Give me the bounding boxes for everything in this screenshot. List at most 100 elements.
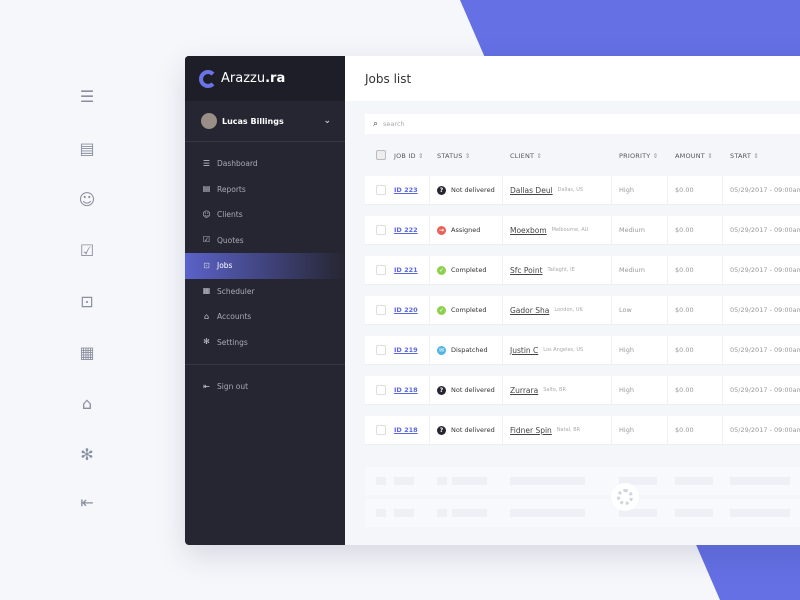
logo-icon xyxy=(199,69,217,88)
select-all-checkbox[interactable] xyxy=(376,150,386,160)
avatar xyxy=(201,113,217,129)
table-row[interactable]: ID 222 → Assigned Moexbom Melbourne, AU Me… xyxy=(365,216,800,244)
sort-icon[interactable]: ⇕ xyxy=(464,152,471,160)
status-completed-icon: ✓ xyxy=(437,265,446,275)
quote-icon: ☑ xyxy=(202,235,211,245)
clipboard-icon: ▤ xyxy=(202,184,211,194)
sort-icon[interactable]: ⇕ xyxy=(652,152,659,160)
list-icon: ☰ xyxy=(202,158,211,168)
column-header[interactable]: AMOUNT ⇕ xyxy=(675,152,713,160)
sidebar-item-sign-out[interactable]: ⇤ Sign out xyxy=(185,374,345,400)
table-row[interactable]: ID 220 ✓ Completed Gador Sha London, UK Lo… xyxy=(365,296,800,324)
job-id-link[interactable]: ID 223 xyxy=(394,186,418,194)
client-link[interactable]: Moexbom xyxy=(510,225,547,235)
client-link[interactable]: Sfc Point xyxy=(510,265,543,275)
row-checkbox[interactable] xyxy=(376,305,386,315)
sidebar-item-quotes[interactable]: ☑ Quotes xyxy=(185,228,345,254)
column-header[interactable]: START ⇕ xyxy=(730,152,759,160)
app-window: Arazzu .ra Lucas Billings ⌄ ☰ Dashboard ▤ Re… xyxy=(185,56,800,545)
row-checkbox[interactable] xyxy=(376,345,386,355)
status-label: Not delivered xyxy=(451,186,495,194)
amount: $0.00 xyxy=(675,266,694,274)
loading-spinner xyxy=(611,483,639,511)
start-date: 05/29/2017 - 09:00am xyxy=(730,186,800,194)
chevron-down-icon[interactable]: ⌄ xyxy=(323,116,331,126)
priority: High xyxy=(619,426,634,434)
sidebar-item-label: Reports xyxy=(217,184,246,194)
start-date: 05/29/2017 - 09:00am xyxy=(730,346,800,354)
client-location: Natal, BR xyxy=(556,427,581,433)
row-checkbox[interactable] xyxy=(376,185,386,195)
row-checkbox[interactable] xyxy=(376,385,386,395)
sidebar-item-settings[interactable]: ✻ Settings xyxy=(185,330,345,356)
sidebar-item-reports[interactable]: ▤ Reports xyxy=(185,177,345,203)
table-row[interactable]: ID 218 ? Not delivered Zurrara Salto, BR H… xyxy=(365,376,800,404)
column-label: PRIORITY xyxy=(619,152,651,160)
settings-icon: ✻ xyxy=(80,445,94,464)
start-date: 05/29/2017 - 09:00am xyxy=(730,266,800,274)
column-label: AMOUNT xyxy=(675,152,705,160)
priority: Medium xyxy=(619,226,645,234)
user-menu[interactable]: Lucas Billings ⌄ xyxy=(185,101,345,142)
sort-icon[interactable]: ⇕ xyxy=(417,152,424,160)
scheduler-icon: ▦ xyxy=(79,343,95,362)
amount: $0.00 xyxy=(675,226,694,234)
job-id-link[interactable]: ID 222 xyxy=(394,226,418,234)
search-placeholder: search xyxy=(383,120,405,128)
priority: High xyxy=(619,346,634,354)
accounts-icon: ⌂ xyxy=(81,394,93,413)
row-checkbox[interactable] xyxy=(376,265,386,275)
signout-icon: ⇤ xyxy=(80,493,94,512)
column-header[interactable]: STATUS ⇕ xyxy=(437,152,471,160)
status-not-delivered-icon: ? xyxy=(437,425,446,435)
job-id-link[interactable]: ID 219 xyxy=(394,346,418,354)
client-link[interactable]: Gador Sha xyxy=(510,305,550,315)
sidebar-item-dashboard[interactable]: ☰ Dashboard xyxy=(185,151,345,177)
row-checkbox[interactable] xyxy=(376,425,386,435)
jobs-icon: ⊡ xyxy=(80,292,94,311)
quote-icon: ☑ xyxy=(79,241,95,260)
sort-icon[interactable]: ⇕ xyxy=(753,152,759,160)
priority: Low xyxy=(619,306,632,314)
sort-icon[interactable]: ⇕ xyxy=(707,152,713,160)
column-header[interactable]: PRIORITY ⇕ xyxy=(619,152,658,160)
sort-icon[interactable]: ⇕ xyxy=(536,152,543,160)
amount: $0.00 xyxy=(675,386,694,394)
column-label: STATUS xyxy=(437,152,463,160)
status-label: Completed xyxy=(451,266,487,274)
client-link[interactable]: Zurrara xyxy=(510,385,539,395)
job-id-link[interactable]: ID 218 xyxy=(394,426,418,434)
sidebar-item-clients[interactable]: ☺ Clients xyxy=(185,202,345,228)
client-link[interactable]: Justin C xyxy=(510,345,539,355)
start-date: 05/29/2017 - 09:00am xyxy=(730,226,800,234)
row-checkbox[interactable] xyxy=(376,225,386,235)
client-link[interactable]: Dallas Deul xyxy=(510,185,553,195)
column-header[interactable]: CLIENT ⇕ xyxy=(510,152,542,160)
table-row[interactable]: ID 219 ✉ Dispatched Justin C Los Angeles, … xyxy=(365,336,800,364)
client-link[interactable]: Fidner Spin xyxy=(510,425,552,435)
status-label: Completed xyxy=(451,306,487,314)
job-id-link[interactable]: ID 221 xyxy=(394,266,418,274)
main-content: Jobs list ⌕ search JOB ID ⇕ STATUS ⇕ CLIEN… xyxy=(345,56,800,545)
job-id-link[interactable]: ID 218 xyxy=(394,386,418,394)
table-row[interactable]: ID 221 ✓ Completed Sfc Point Tallaght, IE … xyxy=(365,256,800,284)
user-name: Lucas Billings xyxy=(222,116,284,126)
sidebar-item-jobs[interactable]: ⊡ Jobs xyxy=(185,253,345,279)
status-dispatched-icon: ✉ xyxy=(437,345,446,355)
column-header[interactable]: JOB ID ⇕ xyxy=(394,152,424,160)
status-label: Assigned xyxy=(451,226,481,234)
sidebar-item-scheduler[interactable]: ▦ Scheduler xyxy=(185,279,345,305)
amount: $0.00 xyxy=(675,306,694,314)
user-icon: ☺ xyxy=(78,190,96,209)
amount: $0.00 xyxy=(675,346,694,354)
scheduler-icon: ▦ xyxy=(202,286,211,296)
sidebar-item-accounts[interactable]: ⌂ Accounts xyxy=(185,304,345,330)
table-row[interactable]: ID 223 ? Not delivered Dallas Deul Dallas,… xyxy=(365,176,800,204)
amount: $0.00 xyxy=(675,186,694,194)
job-id-link[interactable]: ID 220 xyxy=(394,306,418,314)
status-label: Not delivered xyxy=(451,386,495,394)
column-label: CLIENT xyxy=(510,152,535,160)
column-label: JOB ID xyxy=(394,152,416,160)
search-input[interactable]: ⌕ search xyxy=(365,114,800,134)
table-row[interactable]: ID 218 ? Not delivered Fidner Spin Natal, … xyxy=(365,416,800,444)
